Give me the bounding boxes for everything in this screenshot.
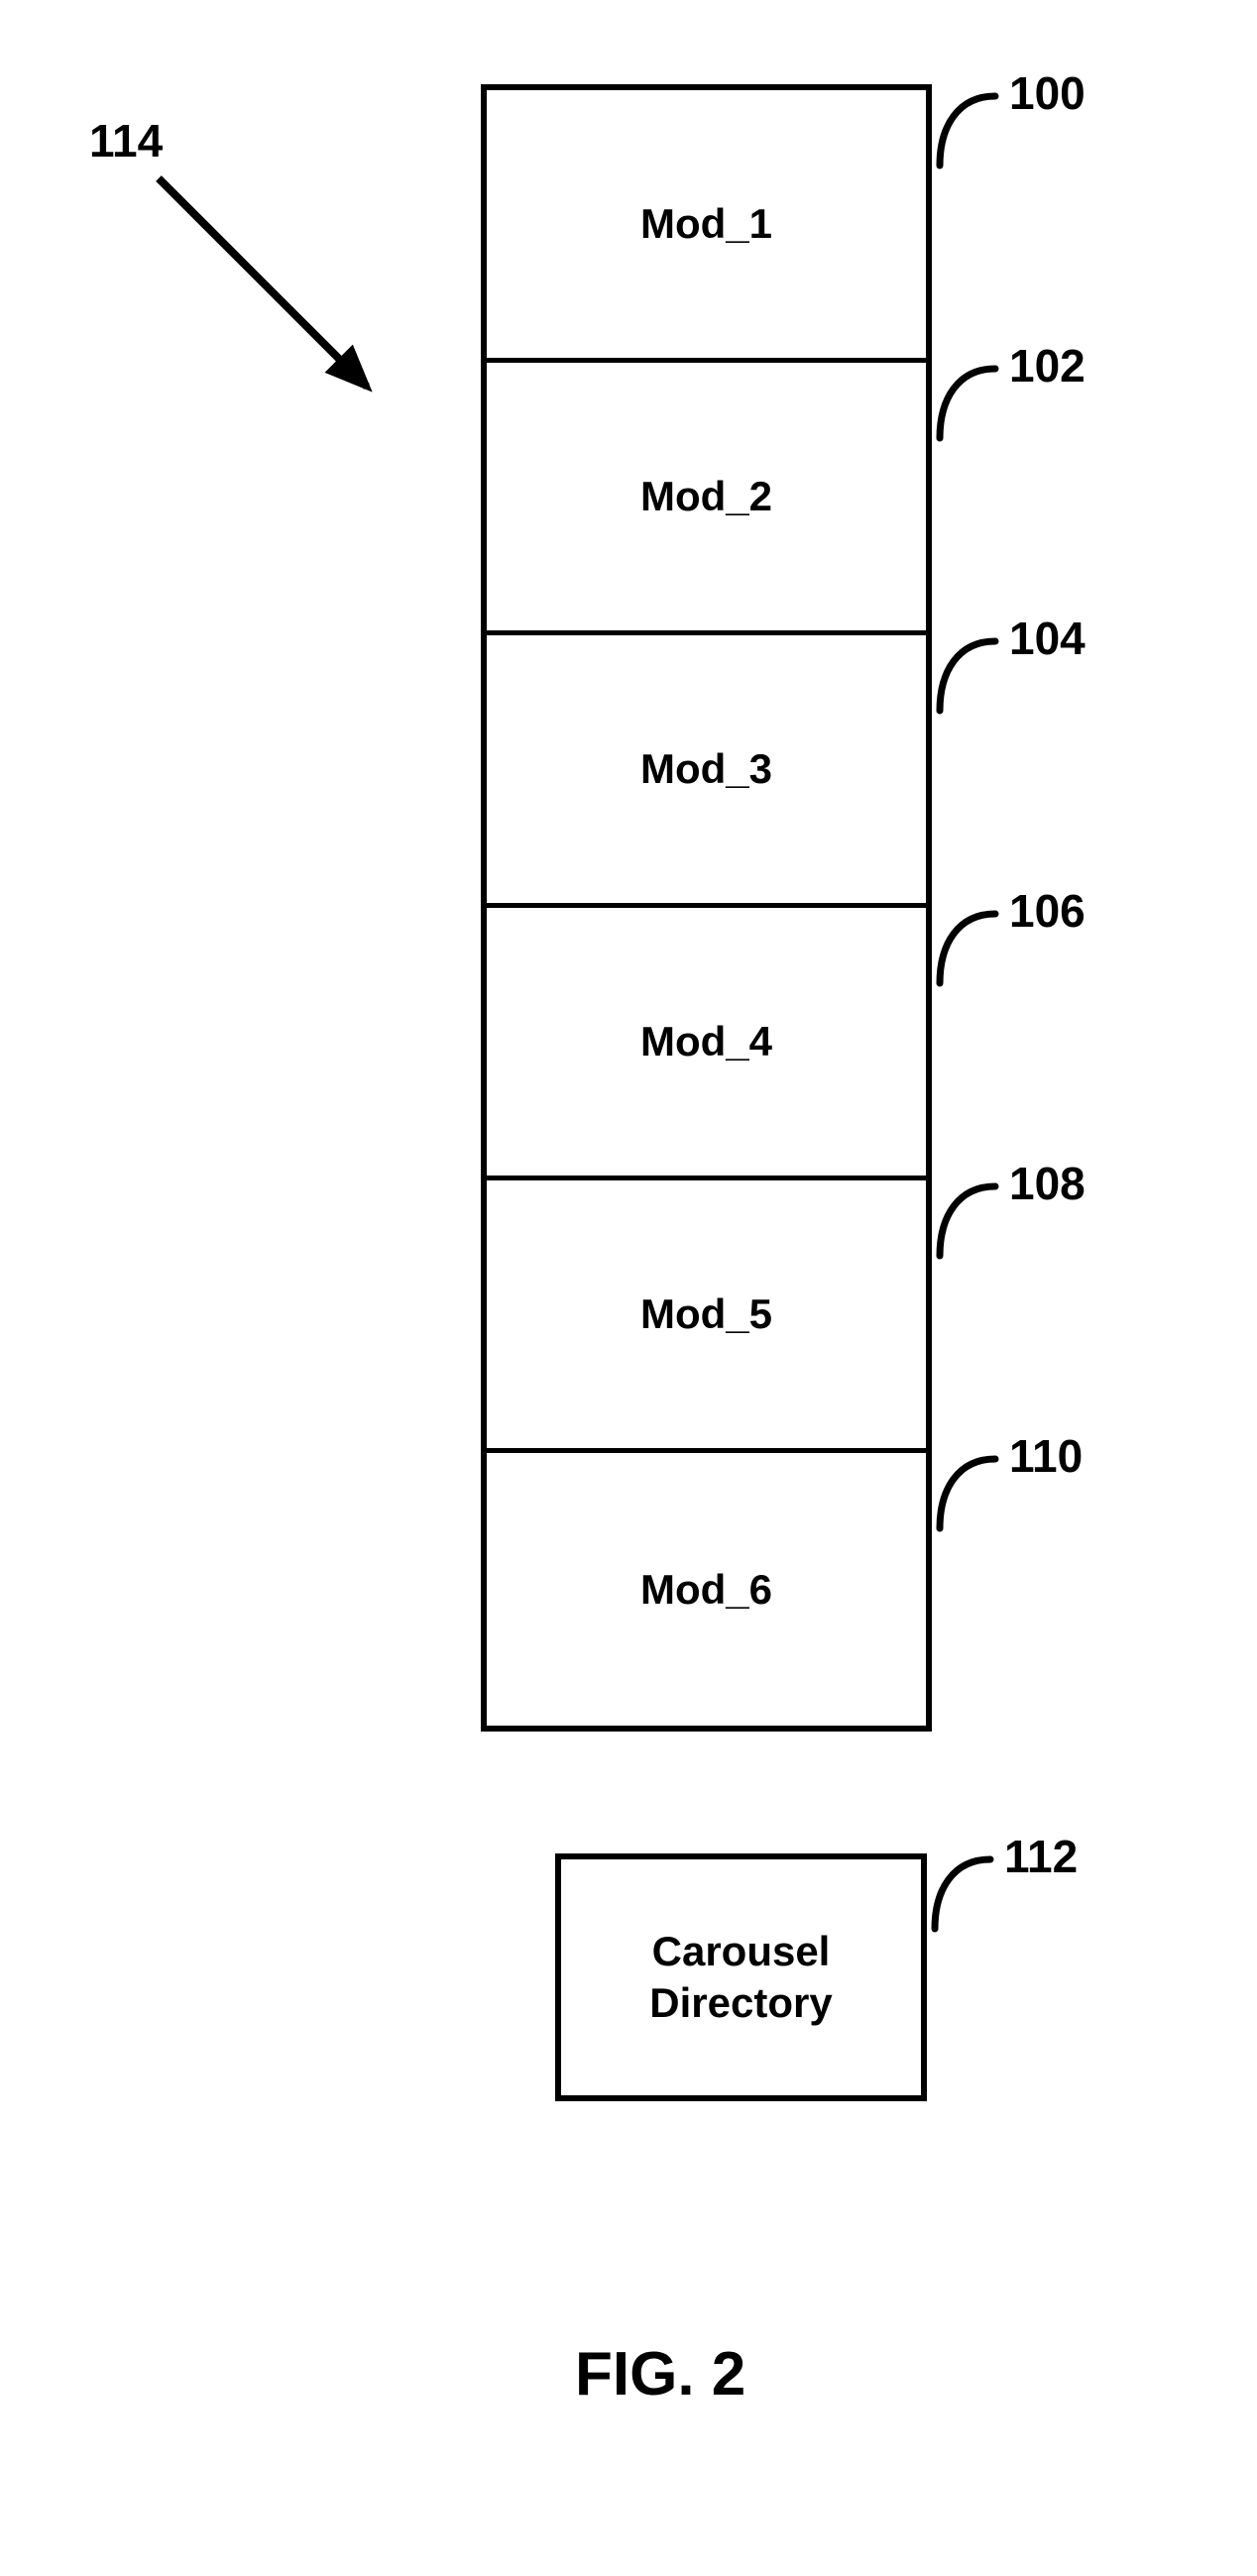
module-box-4: Mod_4 — [487, 908, 926, 1180]
ref-curve-108 — [934, 1176, 1003, 1266]
module-box-3: Mod_3 — [487, 635, 926, 908]
ref-curve-100 — [934, 86, 1003, 175]
module-box-6: Mod_6 — [487, 1453, 926, 1726]
directory-line1: Carousel — [649, 1926, 832, 1978]
ref-label-100: 100 — [1009, 66, 1086, 120]
ref-label-102: 102 — [1009, 339, 1086, 392]
module-box-5: Mod_5 — [487, 1180, 926, 1453]
ref-curve-106 — [934, 904, 1003, 993]
ref-label-112: 112 — [1004, 1830, 1078, 1883]
figure-caption: FIG. 2 — [575, 2339, 745, 2409]
ref-curve-102 — [934, 359, 1003, 448]
ref-curve-104 — [934, 631, 1003, 721]
ref-label-110: 110 — [1009, 1429, 1083, 1483]
module-box-1: Mod_1 — [487, 90, 926, 363]
carousel-directory-box: Carousel Directory — [555, 1853, 927, 2101]
ref-label-108: 108 — [1009, 1157, 1086, 1210]
figure-ref-114: 114 — [89, 114, 163, 168]
ref-label-106: 106 — [1009, 884, 1086, 938]
ref-curve-110 — [934, 1449, 1003, 1538]
module-stack: Mod_1Mod_2Mod_3Mod_4Mod_5Mod_6 — [481, 84, 932, 1732]
directory-line2: Directory — [649, 1977, 832, 2030]
ref-label-104: 104 — [1009, 612, 1086, 665]
module-box-2: Mod_2 — [487, 363, 926, 635]
ref-curve-112 — [929, 1849, 998, 1939]
figure-ref-arrow — [149, 168, 387, 406]
